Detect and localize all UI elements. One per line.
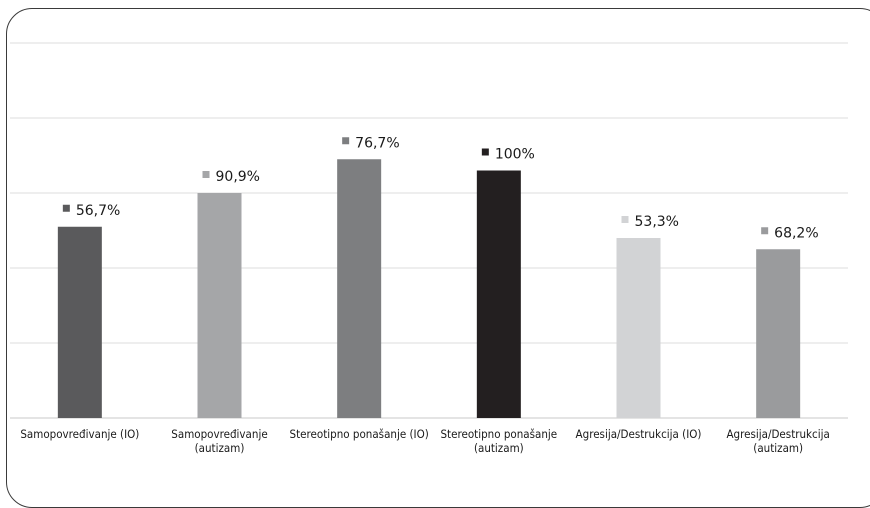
value-marker-1 (62, 204, 70, 212)
category-label-2: (autizam) (195, 441, 245, 455)
value-label-3: 76,7% (355, 135, 399, 151)
category-label-5: Agresija/Destrukcija (IO) (576, 427, 702, 441)
value-label-2: 90,9% (216, 169, 260, 185)
value-marker-2 (202, 171, 210, 178)
chart-area: 56,7% 90,9% 76,7% 100% 53,3% 68,2% Samopovređ… (10, 42, 848, 455)
bar-5 (616, 238, 661, 418)
bar-3 (337, 159, 382, 418)
category-label-6: (autizam) (753, 441, 803, 455)
category-label-1: Samopovređivanje (IO) (20, 427, 139, 441)
bar-4 (476, 170, 521, 418)
bar-1 (57, 226, 102, 418)
value-marker-6 (761, 227, 769, 235)
category-label-6: Agresija/Destrukcija (726, 427, 829, 441)
bar-6 (756, 249, 801, 418)
bars (57, 159, 801, 418)
value-label-5: 53,3% (635, 214, 679, 230)
category-labels: Samopovređivanje (IO) Samopovređivanje(au… (20, 427, 829, 455)
category-label-4: Stereotipno ponašanje (440, 427, 557, 441)
value-marker-3 (342, 137, 350, 145)
category-label-4: (autizam) (474, 441, 524, 455)
value-label-1: 56,7% (76, 203, 120, 219)
category-label-3: Stereotipno ponašanje (IO) (290, 427, 429, 441)
value-labels: 56,7% 90,9% 76,7% 100% 53,3% 68,2% (62, 135, 819, 241)
value-marker-5 (621, 216, 629, 223)
chart-frame (6, 8, 870, 508)
gridlines (10, 42, 848, 419)
value-marker-4 (481, 148, 489, 156)
value-label-6: 68,2% (774, 225, 818, 241)
bar-2 (197, 193, 242, 418)
value-label-4: 100% (495, 147, 535, 163)
category-label-2: Samopovređivanje (171, 427, 267, 441)
